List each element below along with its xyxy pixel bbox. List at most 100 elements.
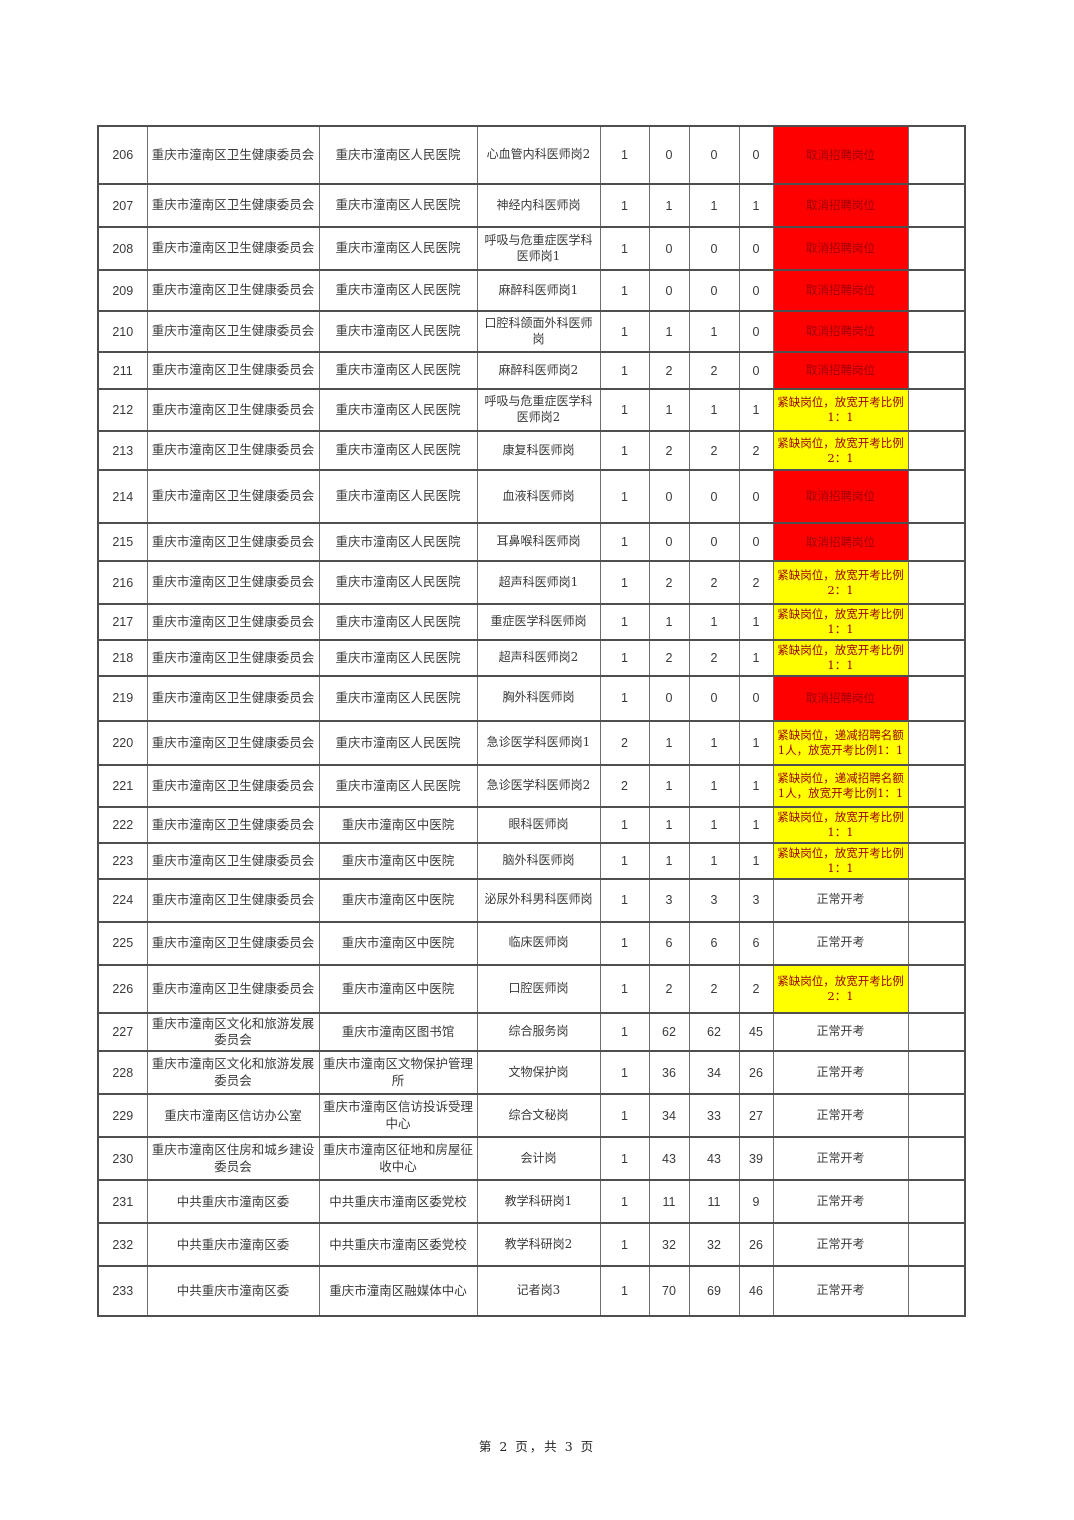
status-cell: 正常开考 bbox=[772, 1222, 909, 1268]
table-row: 221 重庆市潼南区卫生健康委员会 重庆市潼南区人民医院 急诊医学科医师岗2 2 1 1 1 紧… bbox=[97, 763, 966, 808]
unit-cell: 重庆市潼南区人民医院 bbox=[318, 638, 478, 677]
unit-cell: 重庆市潼南区融媒体中心 bbox=[318, 1265, 478, 1318]
row-number-cell: 221 bbox=[97, 763, 148, 808]
remark-cell bbox=[907, 269, 966, 312]
table-row: 209 重庆市潼南区卫生健康委员会 重庆市潼南区人民医院 麻醉科医师岗1 1 0 0 0 取消招… bbox=[97, 269, 966, 312]
status-cell: 取消招聘岗位 bbox=[772, 183, 909, 228]
remark-cell bbox=[907, 1265, 966, 1318]
unit-cell: 重庆市潼南区人民医院 bbox=[318, 183, 478, 228]
status-cell: 紧缺岗位，放宽开考比例2：1 bbox=[772, 560, 909, 605]
count-b-cell: 6 bbox=[648, 920, 690, 966]
remark-cell bbox=[907, 763, 966, 808]
row-number-cell: 212 bbox=[97, 388, 148, 432]
count-c-cell: 33 bbox=[688, 1093, 740, 1139]
row-number-cell: 217 bbox=[97, 603, 148, 641]
count-d-cell: 26 bbox=[738, 1222, 774, 1268]
position-cell: 超声科医师岗1 bbox=[476, 560, 601, 605]
count-d-cell: 27 bbox=[738, 1093, 774, 1139]
unit-cell: 重庆市潼南区人民医院 bbox=[318, 603, 478, 641]
org-cell: 重庆市潼南区卫生健康委员会 bbox=[146, 920, 320, 966]
table-row: 228 重庆市潼南区文化和旅游发展委员会 重庆市潼南区文物保护管理所 文物保护岗 1 36… bbox=[97, 1050, 966, 1096]
count-a-cell: 1 bbox=[599, 560, 650, 605]
position-cell: 呼吸与危重症医学科医师岗2 bbox=[476, 388, 601, 432]
count-a-cell: 1 bbox=[599, 1011, 650, 1053]
status-cell: 紧缺岗位，放宽开考比例1：1 bbox=[772, 388, 909, 432]
remark-cell bbox=[907, 351, 966, 390]
status-cell: 紧缺岗位，放宽开考比例2：1 bbox=[772, 430, 909, 471]
remark-cell bbox=[907, 1093, 966, 1139]
table-row: 220 重庆市潼南区卫生健康委员会 重庆市潼南区人民医院 急诊医学科医师岗1 2 1 1 1 紧… bbox=[97, 719, 966, 766]
count-c-cell: 1 bbox=[688, 841, 740, 880]
status-cell: 正常开考 bbox=[772, 1093, 909, 1139]
org-cell: 中共重庆市潼南区委 bbox=[146, 1222, 320, 1268]
count-b-cell: 1 bbox=[648, 841, 690, 880]
org-cell: 重庆市潼南区卫生健康委员会 bbox=[146, 674, 320, 722]
remark-cell bbox=[907, 805, 966, 844]
count-d-cell: 2 bbox=[738, 560, 774, 605]
position-cell: 超声科医师岗2 bbox=[476, 638, 601, 677]
row-number-cell: 213 bbox=[97, 430, 148, 471]
position-cell: 会计岗 bbox=[476, 1136, 601, 1182]
unit-cell: 重庆市潼南区中医院 bbox=[318, 963, 478, 1014]
status-cell: 取消招聘岗位 bbox=[772, 351, 909, 390]
status-cell: 取消招聘岗位 bbox=[772, 469, 909, 524]
row-number-cell: 228 bbox=[97, 1050, 148, 1096]
count-b-cell: 2 bbox=[648, 430, 690, 471]
position-cell: 急诊医学科医师岗2 bbox=[476, 763, 601, 808]
count-b-cell: 1 bbox=[648, 388, 690, 432]
remark-cell bbox=[907, 963, 966, 1014]
unit-cell: 重庆市潼南区人民医院 bbox=[318, 719, 478, 766]
status-cell: 取消招聘岗位 bbox=[772, 226, 909, 271]
unit-cell: 重庆市潼南区人民医院 bbox=[318, 522, 478, 562]
org-cell: 重庆市潼南区卫生健康委员会 bbox=[146, 963, 320, 1014]
org-cell: 中共重庆市潼南区委 bbox=[146, 1179, 320, 1225]
count-c-cell: 69 bbox=[688, 1265, 740, 1318]
count-d-cell: 46 bbox=[738, 1265, 774, 1318]
org-cell: 重庆市潼南区文化和旅游发展委员会 bbox=[146, 1050, 320, 1096]
table-row: 229 重庆市潼南区信访办公室 重庆市潼南区信访投诉受理中心 综合文秘岗 1 34 33 27… bbox=[97, 1093, 966, 1139]
count-c-cell: 2 bbox=[688, 638, 740, 677]
count-a-cell: 1 bbox=[599, 351, 650, 390]
row-number-cell: 222 bbox=[97, 805, 148, 844]
status-cell: 紧缺岗位，递减招聘名额1人，放宽开考比例1：1 bbox=[772, 763, 909, 808]
count-d-cell: 0 bbox=[738, 469, 774, 524]
count-a-cell: 1 bbox=[599, 1222, 650, 1268]
count-d-cell: 0 bbox=[738, 351, 774, 390]
table-row: 210 重庆市潼南区卫生健康委员会 重庆市潼南区人民医院 口腔科颌面外科医师岗 1 1 1 0… bbox=[97, 310, 966, 353]
unit-cell: 重庆市潼南区人民医院 bbox=[318, 310, 478, 353]
status-cell: 取消招聘岗位 bbox=[772, 125, 909, 185]
position-cell: 教学科研岗1 bbox=[476, 1179, 601, 1225]
position-cell: 口腔医师岗 bbox=[476, 963, 601, 1014]
count-a-cell: 1 bbox=[599, 1265, 650, 1318]
count-c-cell: 11 bbox=[688, 1179, 740, 1225]
count-c-cell: 0 bbox=[688, 469, 740, 524]
unit-cell: 重庆市潼南区文物保护管理所 bbox=[318, 1050, 478, 1096]
count-d-cell: 1 bbox=[738, 603, 774, 641]
table-row: 224 重庆市潼南区卫生健康委员会 重庆市潼南区中医院 泌尿外科男科医师岗 1 3 3 3 正常… bbox=[97, 877, 966, 923]
status-cell: 正常开考 bbox=[772, 1050, 909, 1096]
count-c-cell: 0 bbox=[688, 226, 740, 271]
row-number-cell: 216 bbox=[97, 560, 148, 605]
position-cell: 胸外科医师岗 bbox=[476, 674, 601, 722]
remark-cell bbox=[907, 125, 966, 185]
org-cell: 重庆市潼南区卫生健康委员会 bbox=[146, 763, 320, 808]
table-row: 213 重庆市潼南区卫生健康委员会 重庆市潼南区人民医院 康复科医师岗 1 2 2 2 紧缺岗位… bbox=[97, 430, 966, 471]
status-cell: 取消招聘岗位 bbox=[772, 310, 909, 353]
count-b-cell: 32 bbox=[648, 1222, 690, 1268]
position-cell: 综合服务岗 bbox=[476, 1011, 601, 1053]
row-number-cell: 206 bbox=[97, 125, 148, 185]
page-number-footer: 第 2 页，共 3 页 bbox=[478, 1439, 596, 1454]
remark-cell bbox=[907, 469, 966, 524]
count-b-cell: 1 bbox=[648, 805, 690, 844]
count-b-cell: 1 bbox=[648, 763, 690, 808]
position-cell: 泌尿外科男科医师岗 bbox=[476, 877, 601, 923]
count-d-cell: 0 bbox=[738, 226, 774, 271]
remark-cell bbox=[907, 719, 966, 766]
unit-cell: 中共重庆市潼南区委党校 bbox=[318, 1179, 478, 1225]
count-b-cell: 2 bbox=[648, 963, 690, 1014]
table-row: 226 重庆市潼南区卫生健康委员会 重庆市潼南区中医院 口腔医师岗 1 2 2 2 紧缺岗位，放… bbox=[97, 963, 966, 1014]
unit-cell: 重庆市潼南区人民医院 bbox=[318, 125, 478, 185]
unit-cell: 重庆市潼南区人民医院 bbox=[318, 351, 478, 390]
table-row: 217 重庆市潼南区卫生健康委员会 重庆市潼南区人民医院 重症医学科医师岗 1 1 1 1 紧缺… bbox=[97, 603, 966, 641]
